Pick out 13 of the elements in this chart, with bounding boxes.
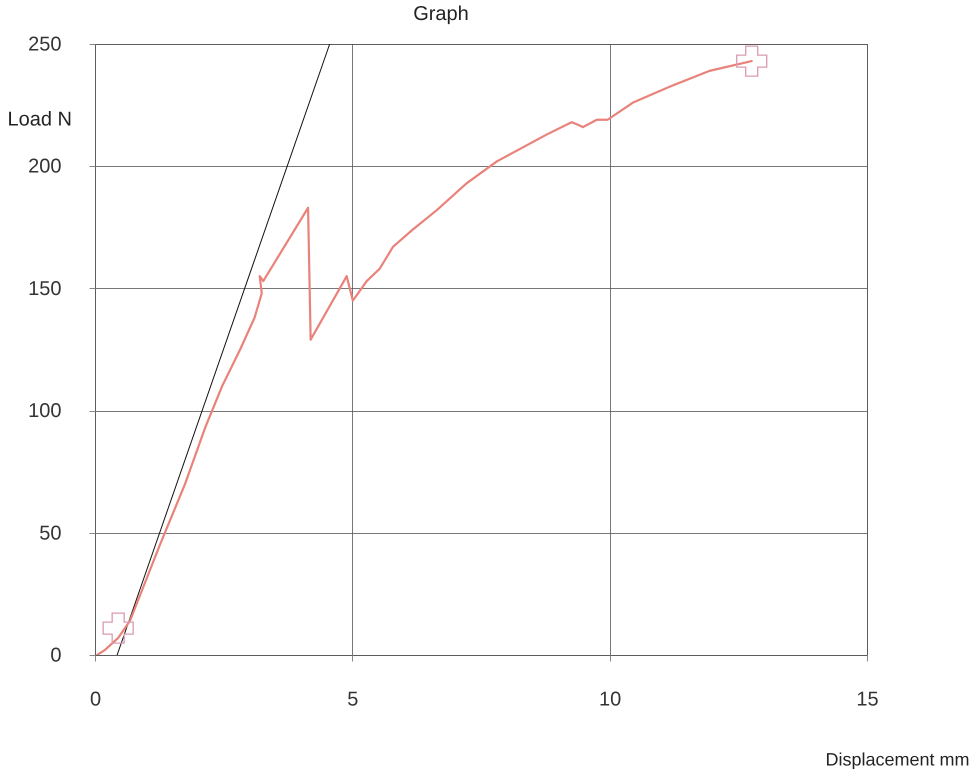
y-axis-title: Load N bbox=[8, 108, 72, 130]
y-tick-label: 0 bbox=[50, 644, 62, 666]
y-tick-label: 150 bbox=[28, 278, 62, 300]
x-tick-label: 0 bbox=[90, 688, 102, 710]
y-tick-label: 250 bbox=[28, 34, 62, 56]
x-tick-label: 10 bbox=[599, 688, 622, 710]
y-tick-label: 100 bbox=[28, 400, 62, 422]
y-tick-label: 50 bbox=[39, 522, 62, 544]
x-tick-label: 5 bbox=[347, 688, 358, 710]
x-tick-label: 15 bbox=[856, 688, 879, 710]
y-tick-label: 200 bbox=[28, 156, 62, 178]
chart-title: Graph bbox=[413, 3, 469, 25]
x-axis-title: Displacement mm bbox=[825, 750, 970, 769]
